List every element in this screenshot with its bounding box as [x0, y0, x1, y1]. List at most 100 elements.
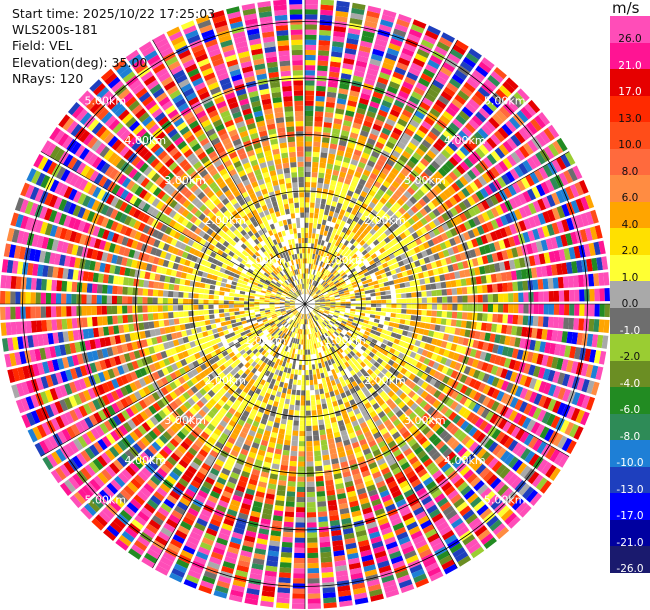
velocity-gate: [360, 368, 367, 375]
velocity-gate: [547, 124, 560, 139]
velocity-gate: [366, 10, 380, 19]
velocity-gate: [330, 358, 336, 365]
velocity-gate: [406, 123, 417, 133]
velocity-gate: [373, 431, 382, 440]
velocity-gate: [463, 157, 474, 169]
velocity-gate: [420, 316, 427, 322]
velocity-gate: [351, 468, 360, 476]
velocity-gate: [51, 319, 58, 331]
velocity-gate: [91, 305, 97, 316]
velocity-gate: [117, 365, 125, 376]
velocity-gate: [409, 564, 423, 574]
velocity-gate: [336, 0, 350, 8]
velocity-gate: [184, 540, 198, 551]
velocity-gate: [91, 518, 105, 531]
velocity-gate: [241, 470, 251, 479]
velocity-gate: [50, 418, 61, 431]
velocity-gate: [436, 205, 445, 215]
velocity-gate: [219, 346, 226, 353]
velocity-gate: [111, 345, 119, 356]
velocity-gate: [264, 308, 270, 311]
velocity-gate: [175, 407, 185, 417]
velocity-gate: [344, 47, 357, 55]
velocity-gate: [415, 211, 424, 220]
velocity-gate: [312, 280, 316, 286]
velocity-gate: [556, 137, 568, 152]
velocity-gate: [398, 324, 405, 330]
velocity-gate: [288, 325, 293, 331]
velocity-gate: [387, 440, 397, 449]
velocity-gate: [146, 338, 153, 347]
velocity-gate: [305, 126, 313, 132]
velocity-gate: [102, 507, 115, 520]
velocity-gate: [594, 304, 600, 317]
velocity-gate: [536, 353, 544, 365]
velocity-gate: [342, 287, 349, 292]
velocity-gate: [352, 339, 359, 346]
velocity-gate: [495, 88, 508, 101]
velocity-gate: [354, 524, 366, 533]
velocity-gate: [508, 359, 517, 370]
velocity-gate: [497, 505, 510, 518]
velocity-gate: [162, 297, 168, 304]
velocity-gate: [319, 24, 332, 31]
velocity-gate: [244, 535, 256, 543]
velocity-gate: [257, 427, 265, 435]
velocity-gate: [580, 196, 590, 211]
velocity-gate: [245, 340, 252, 346]
velocity-gate: [180, 330, 188, 337]
velocity-gate: [271, 338, 277, 344]
velocity-gate: [458, 130, 469, 141]
velocity-gate: [411, 393, 420, 402]
velocity-gate: [207, 410, 216, 419]
velocity-gate: [384, 453, 394, 462]
velocity-gate: [383, 95, 395, 104]
velocity-gate: [184, 512, 197, 522]
velocity-gate: [292, 309, 297, 313]
velocity-gate: [400, 85, 412, 95]
velocity-gate: [139, 330, 146, 339]
velocity-gate: [223, 383, 231, 391]
velocity-gate: [267, 365, 273, 372]
velocity-gate: [84, 464, 96, 477]
velocity-gate: [261, 385, 268, 393]
velocity-gate: [391, 193, 400, 202]
velocity-gate: [403, 276, 410, 282]
velocity-gate: [305, 339, 308, 345]
velocity-gate: [291, 321, 295, 327]
velocity-gate: [201, 537, 214, 547]
velocity-gate: [225, 399, 234, 407]
velocity-gate: [316, 290, 321, 295]
velocity-gate: [476, 225, 485, 235]
velocity-gate: [243, 422, 252, 430]
velocity-gate: [294, 542, 305, 548]
velocity-gate: [529, 171, 540, 185]
velocity-gate: [413, 165, 423, 175]
velocity-gate: [313, 218, 318, 224]
velocity-gate: [463, 365, 472, 375]
velocity-gate: [318, 352, 323, 358]
velocity-gate: [259, 308, 265, 312]
velocity-gate: [532, 315, 539, 327]
velocity-gate: [321, 398, 327, 405]
velocity-gate: [306, 319, 309, 325]
velocity-gate: [173, 563, 188, 574]
velocity-gate: [468, 98, 481, 110]
velocity-gate: [344, 115, 354, 122]
velocity-gate: [543, 304, 549, 315]
velocity-gate: [366, 336, 373, 342]
velocity-gate: [397, 172, 407, 181]
velocity-gate: [424, 116, 435, 126]
velocity-gate: [444, 145, 455, 156]
velocity-gate: [376, 357, 384, 365]
velocity-gate: [99, 422, 109, 435]
velocity-gate: [300, 318, 303, 325]
velocity-gate: [162, 342, 170, 350]
velocity-gate: [537, 316, 544, 327]
velocity-gate: [313, 309, 318, 313]
velocity-gate: [384, 221, 392, 229]
velocity-gate: [271, 427, 279, 434]
velocity-gate: [354, 289, 360, 293]
velocity-gate: [268, 320, 275, 325]
velocity-gate: [296, 317, 300, 323]
